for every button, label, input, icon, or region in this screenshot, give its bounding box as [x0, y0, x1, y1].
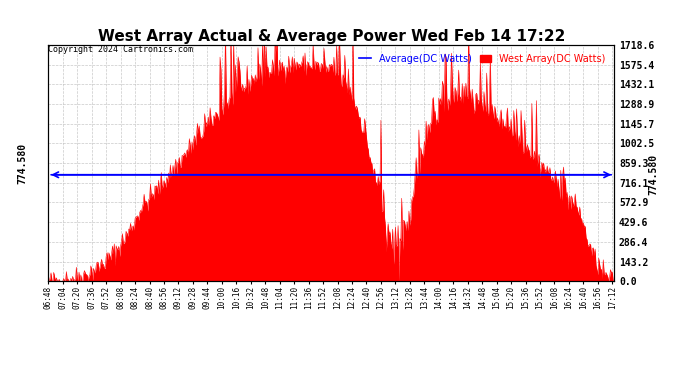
Text: 774.580: 774.580: [18, 142, 28, 184]
Text: 774.580: 774.580: [649, 154, 659, 195]
Title: West Array Actual & Average Power Wed Feb 14 17:22: West Array Actual & Average Power Wed Fe…: [97, 29, 565, 44]
Legend: Average(DC Watts), West Array(DC Watts): Average(DC Watts), West Array(DC Watts): [355, 50, 609, 68]
Text: Copyright 2024 Cartronics.com: Copyright 2024 Cartronics.com: [48, 45, 193, 54]
